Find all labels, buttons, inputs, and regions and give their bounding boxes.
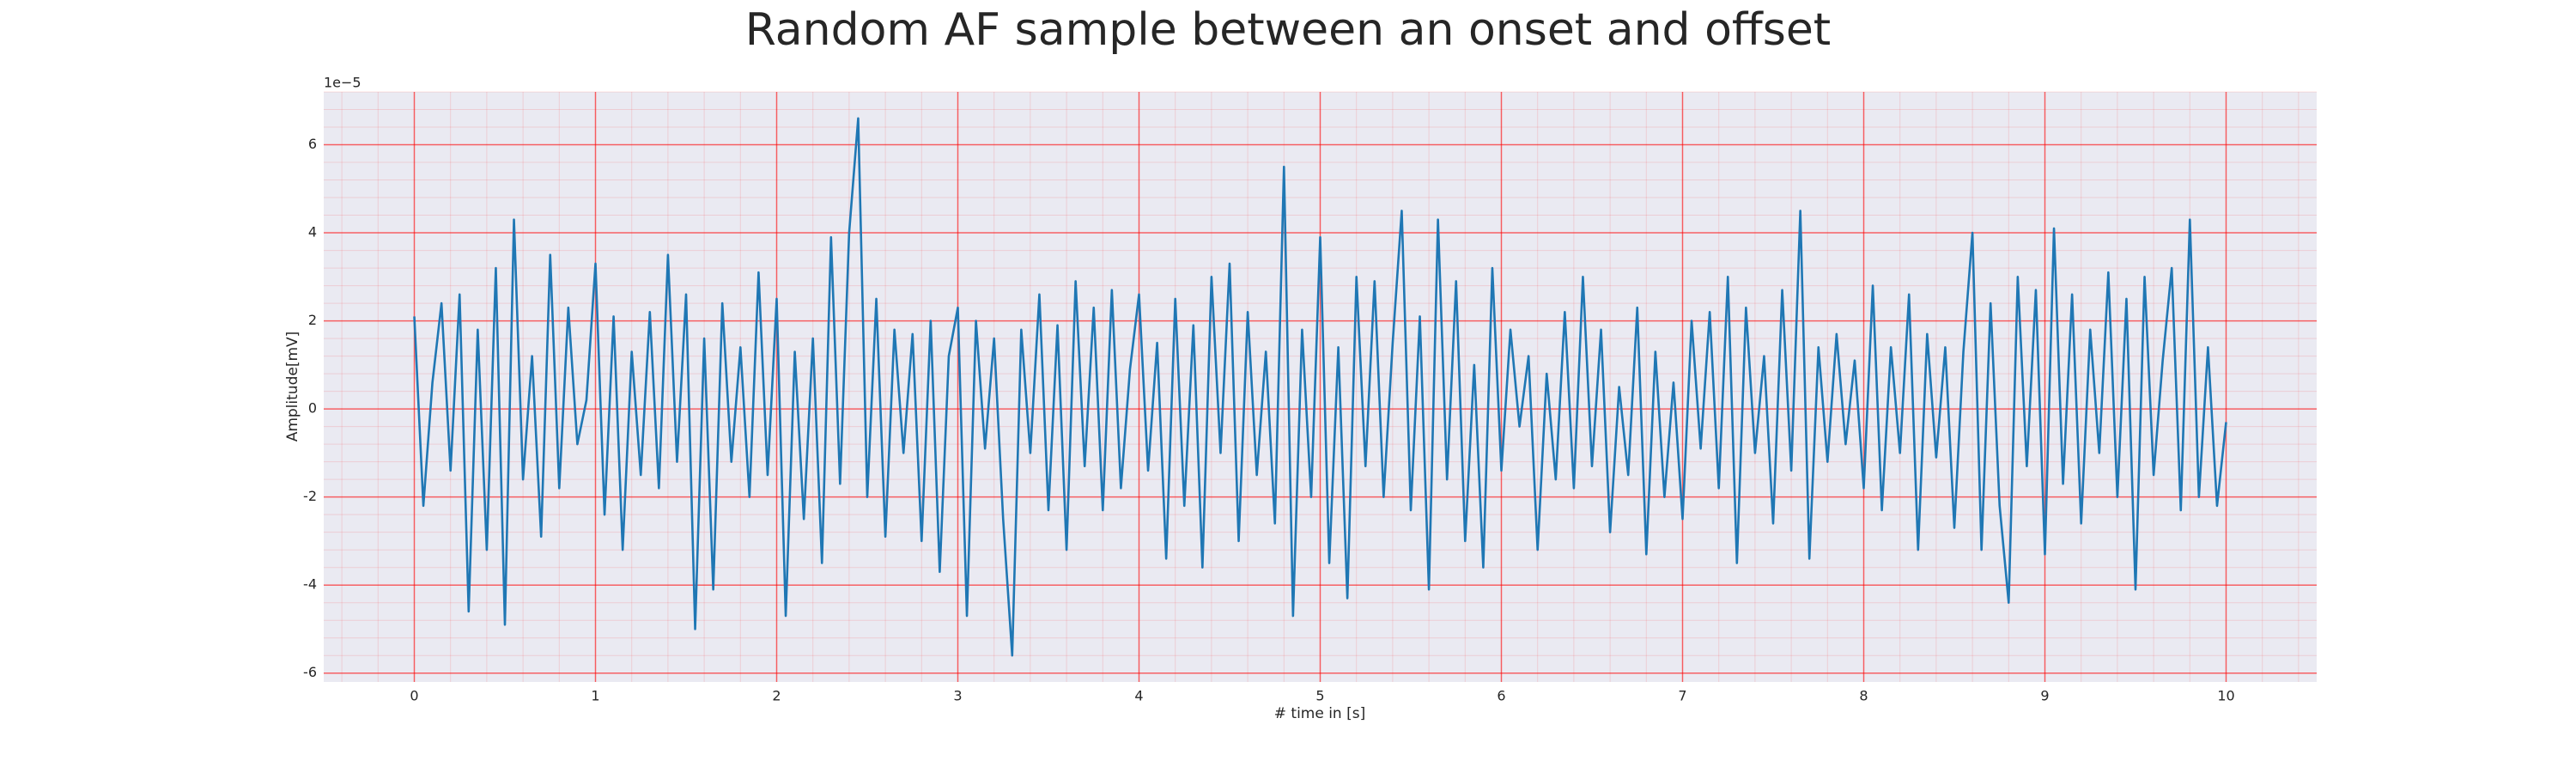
x-tick-label: 1 [591,688,599,704]
x-tick-label: 7 [1678,688,1686,704]
x-tick-label: 4 [1134,688,1143,704]
x-tick-label: 0 [410,688,418,704]
x-tick-label: 3 [953,688,962,704]
x-tick-label: 8 [1859,688,1868,704]
y-tick-label: 4 [308,224,317,240]
y-tick-label: -2 [303,488,317,504]
x-tick-label: 6 [1497,688,1505,704]
x-axis-label: # time in [s] [1274,705,1365,722]
chart-title: Random AF sample between an onset and of… [745,4,1831,56]
x-tick-label: 2 [772,688,781,704]
y-axis-label: Amplitude[mV] [284,332,301,442]
x-tick-label: 10 [2217,688,2234,704]
y-tick-label: 2 [308,312,317,328]
y-offset-text: 1e−5 [324,75,361,91]
y-tick-label: 0 [308,400,317,417]
y-tick-label: 6 [308,136,317,152]
signal-line [413,117,2227,657]
y-tick-label: -6 [303,664,317,680]
x-tick-label: 9 [2040,688,2049,704]
y-tick-label: -4 [303,576,317,593]
x-tick-label: 5 [1315,688,1324,704]
